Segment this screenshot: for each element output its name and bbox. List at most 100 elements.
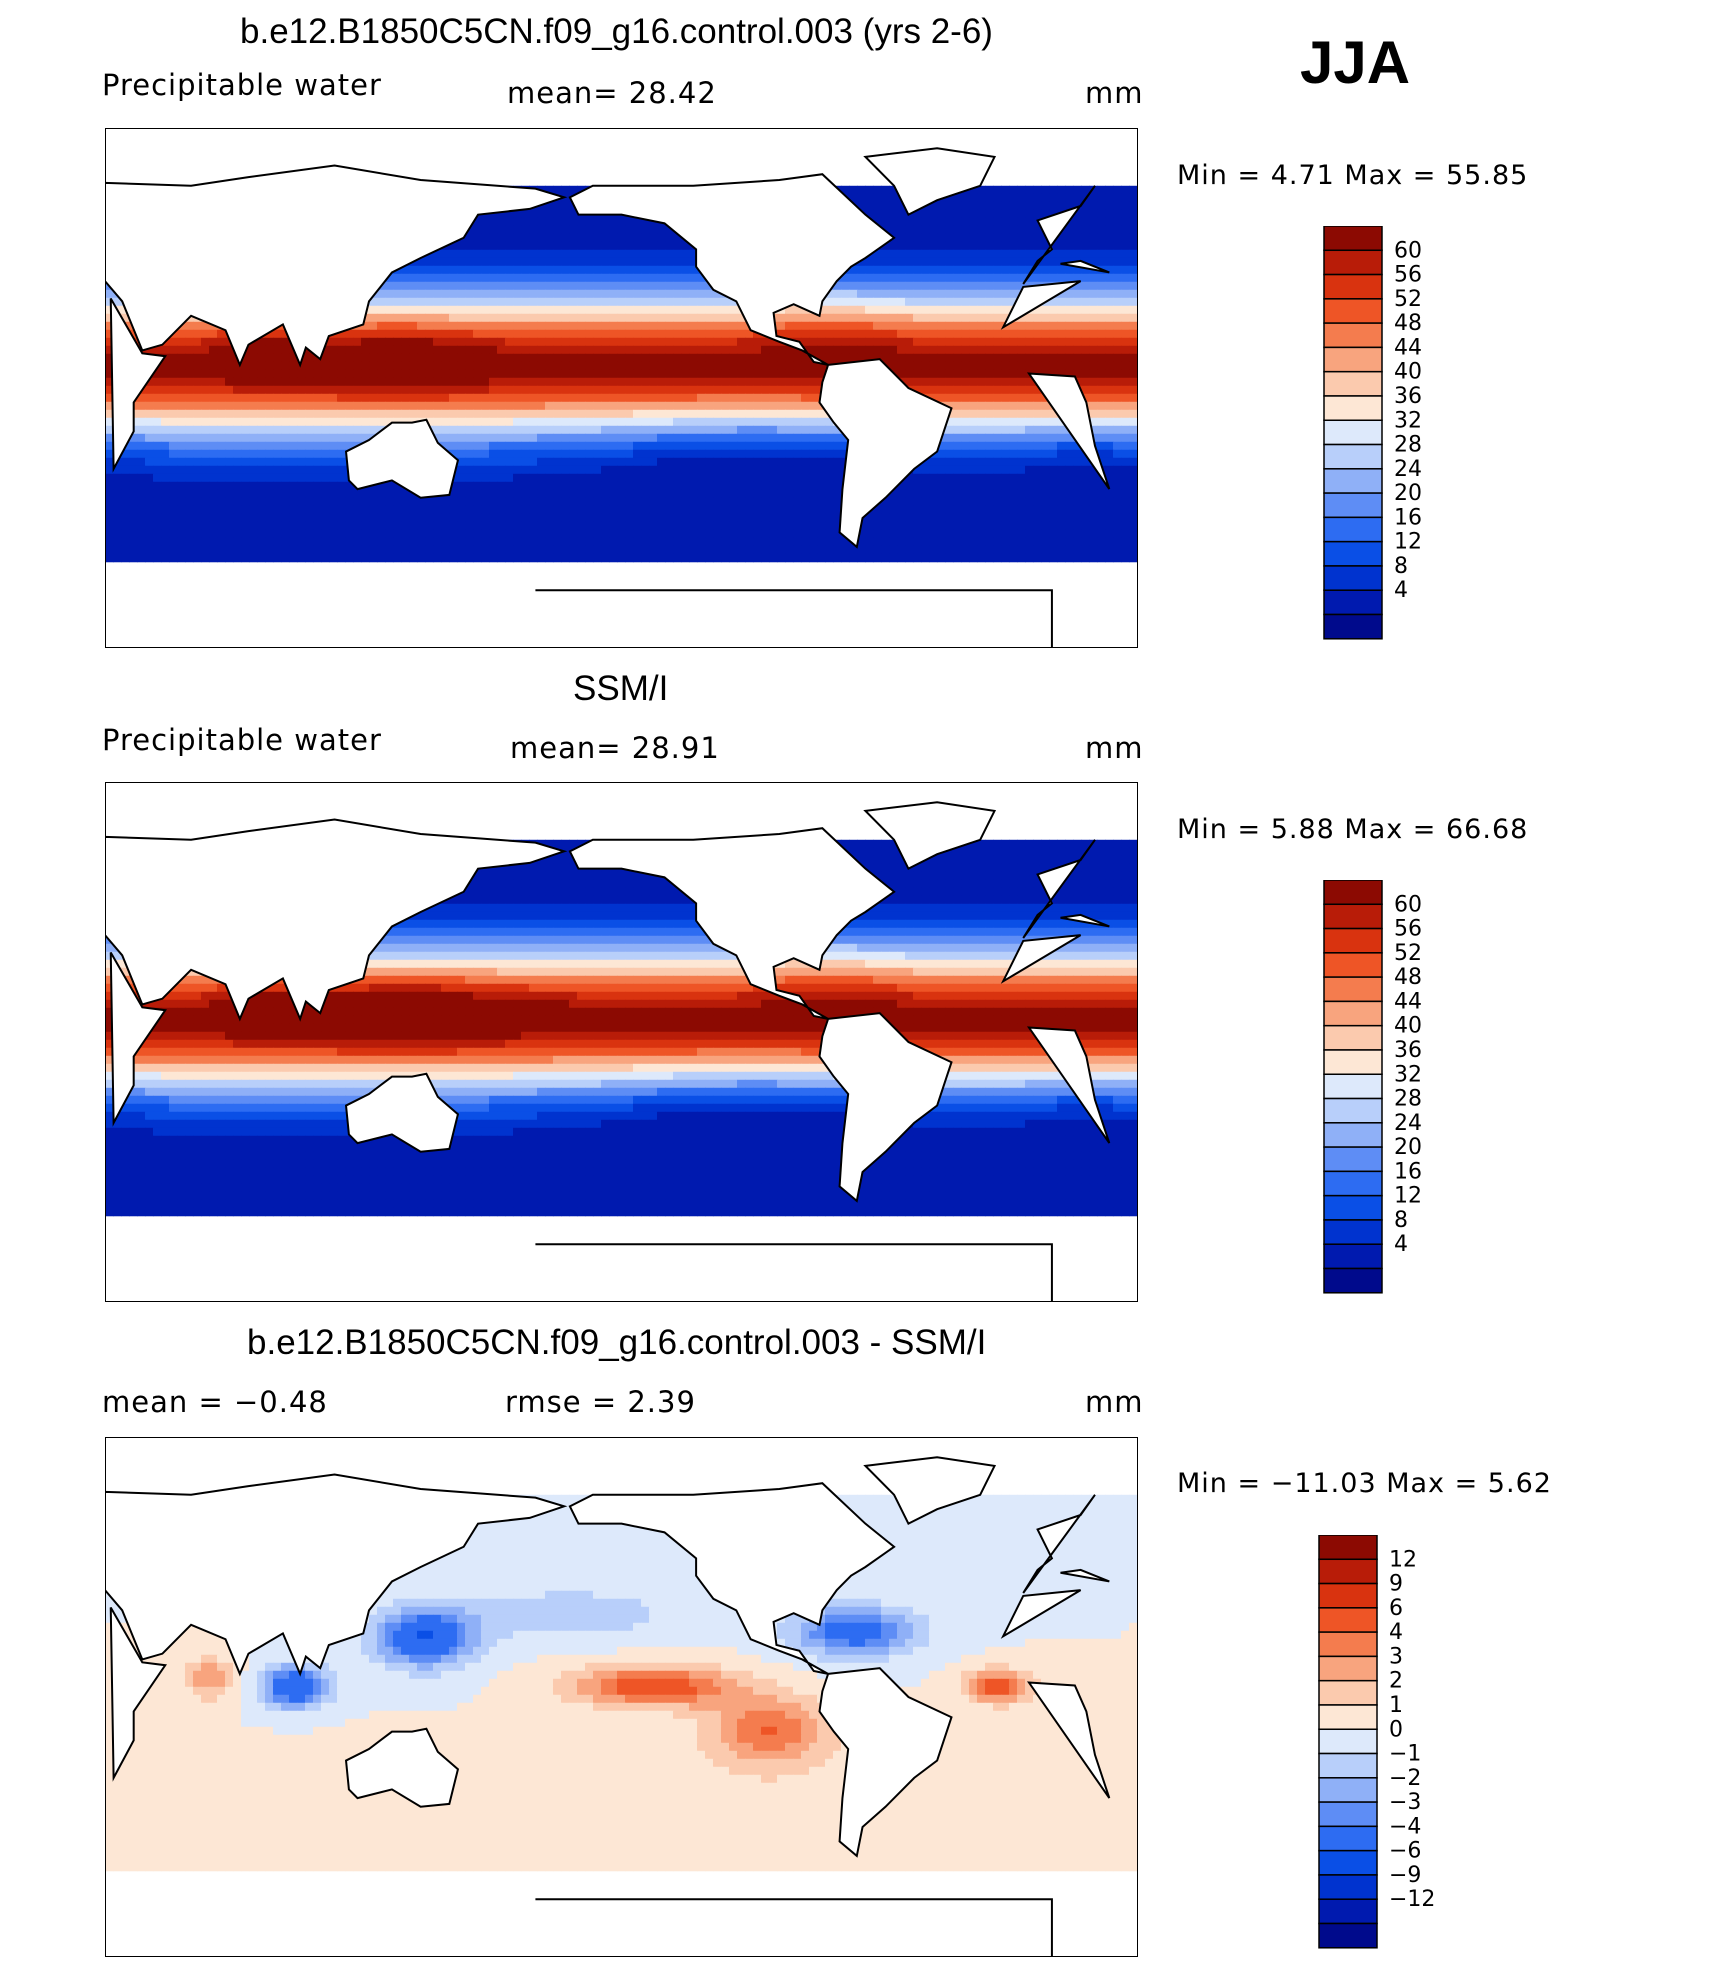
map-cell xyxy=(473,401,482,411)
map-cell xyxy=(577,425,586,435)
map-cell xyxy=(937,337,946,347)
map-cell xyxy=(105,481,114,491)
map-cell xyxy=(889,185,898,195)
map-cell xyxy=(249,473,258,483)
map-cell xyxy=(169,337,178,347)
map-cell xyxy=(489,425,498,435)
map-cell xyxy=(457,361,466,371)
map-cell xyxy=(905,473,914,483)
map-cell xyxy=(657,265,666,275)
map-cell xyxy=(841,329,850,339)
map-cell xyxy=(785,409,794,419)
map-cell xyxy=(1025,225,1034,235)
map-cell xyxy=(105,409,114,419)
map-cell xyxy=(545,321,554,331)
map-cell xyxy=(529,369,538,379)
map-cell xyxy=(673,289,682,299)
map-cell xyxy=(953,337,962,347)
map-cell xyxy=(561,265,570,275)
map-cell xyxy=(497,401,506,411)
map-cell xyxy=(529,313,538,323)
map-cell xyxy=(425,417,434,427)
map-cell xyxy=(537,233,546,243)
map-cell xyxy=(137,473,146,483)
map-cell xyxy=(641,425,650,435)
map-cell xyxy=(961,241,970,251)
map-cell xyxy=(137,409,146,419)
map-cell xyxy=(481,385,490,395)
map-cell xyxy=(745,449,754,459)
map-cell xyxy=(1073,369,1082,379)
map-cell xyxy=(985,321,994,331)
map-cell xyxy=(625,313,634,323)
map-cell xyxy=(329,369,338,379)
map-cell xyxy=(953,225,962,235)
map-cell xyxy=(1041,417,1050,427)
map-cell xyxy=(497,289,506,299)
map-cell xyxy=(1001,305,1010,315)
map-cell xyxy=(209,393,218,403)
map-cell xyxy=(1105,185,1114,195)
map-cell xyxy=(1121,345,1130,355)
map-cell xyxy=(1041,457,1050,467)
map-cell xyxy=(529,393,538,403)
map-cell xyxy=(513,313,522,323)
map-cell xyxy=(977,297,986,307)
map-cell xyxy=(529,265,538,275)
map-cell xyxy=(329,361,338,371)
map-cell xyxy=(497,345,506,355)
map-cell xyxy=(1105,305,1114,315)
map-cell xyxy=(1129,209,1138,219)
map-cell xyxy=(465,465,474,475)
map-cell xyxy=(185,473,194,483)
map-cell xyxy=(577,281,586,291)
map-cell xyxy=(937,313,946,323)
map-cell xyxy=(473,361,482,371)
map-cell xyxy=(337,457,346,467)
map-cell xyxy=(665,481,674,491)
map-cell xyxy=(1089,289,1098,299)
map-cell xyxy=(905,265,914,275)
map-cell xyxy=(377,329,386,339)
map-cell xyxy=(537,305,546,315)
map-cell xyxy=(457,409,466,419)
map-cell xyxy=(1001,449,1010,459)
map-cell xyxy=(177,337,186,347)
map-cell xyxy=(793,441,802,451)
map-cell xyxy=(1009,481,1018,491)
map-cell xyxy=(1121,449,1130,459)
map-cell xyxy=(1065,345,1074,355)
map-cell xyxy=(1121,217,1130,227)
map-cell xyxy=(985,281,994,291)
map-cell xyxy=(793,433,802,443)
map-cell xyxy=(745,465,754,475)
map-cell xyxy=(609,313,618,323)
map-cell xyxy=(1057,473,1066,483)
map-cell xyxy=(961,217,970,227)
map-cell xyxy=(465,489,474,499)
map-cell xyxy=(185,385,194,395)
map-cell xyxy=(337,481,346,491)
map-cell xyxy=(689,353,698,363)
map-cell xyxy=(537,273,546,283)
map-cell xyxy=(1033,385,1042,395)
map-cell xyxy=(865,257,874,267)
map-cell xyxy=(401,289,410,299)
map-cell xyxy=(473,273,482,283)
map-cell xyxy=(761,449,770,459)
map-cell xyxy=(313,441,322,451)
map-cell xyxy=(345,337,354,347)
map-cell xyxy=(1033,321,1042,331)
map-cell xyxy=(513,241,522,251)
map-cell xyxy=(329,473,338,483)
map-cell xyxy=(1073,217,1082,227)
map-cell xyxy=(985,441,994,451)
map-cell xyxy=(873,337,882,347)
map-cell xyxy=(209,449,218,459)
map-cell xyxy=(905,297,914,307)
map-cell xyxy=(649,401,658,411)
map-cell xyxy=(105,353,114,363)
map-cell xyxy=(601,369,610,379)
map-cell xyxy=(193,393,202,403)
map-cell xyxy=(1057,249,1066,259)
